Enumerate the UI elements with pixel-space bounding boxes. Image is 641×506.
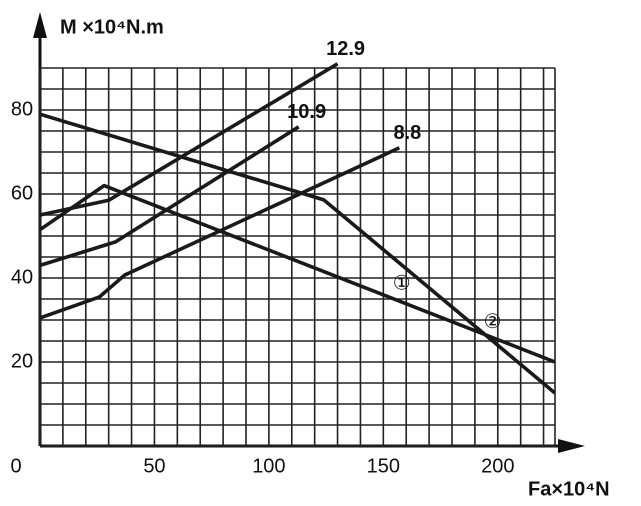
series-line [38,183,556,364]
series-line [39,125,300,268]
y-tick-label: 80 [11,98,33,120]
series-label: ② [484,311,502,333]
y-axis-arrow [33,12,47,38]
y-tick-label: 60 [11,182,33,204]
y-axis-label: M ×10⁴N.m [60,16,164,38]
y-tick-label: 20 [11,350,33,372]
series-line [39,146,401,320]
series-label: ① [393,272,411,294]
x-tick-label: 0 [10,455,21,477]
x-tick-label: 100 [252,455,285,477]
series-label: 12.9 [326,38,365,60]
series-line [39,112,557,395]
x-tick-label: 150 [367,455,400,477]
series-line [39,62,339,217]
series-label: 10.9 [287,101,326,123]
x-axis-arrow [558,439,585,453]
series-label: 8.8 [393,122,421,144]
y-tick-label: 40 [11,266,33,288]
x-tick-label: 50 [143,455,165,477]
x-axis-label: Fa×10⁴N [528,478,610,500]
x-tick-label: 200 [481,455,514,477]
